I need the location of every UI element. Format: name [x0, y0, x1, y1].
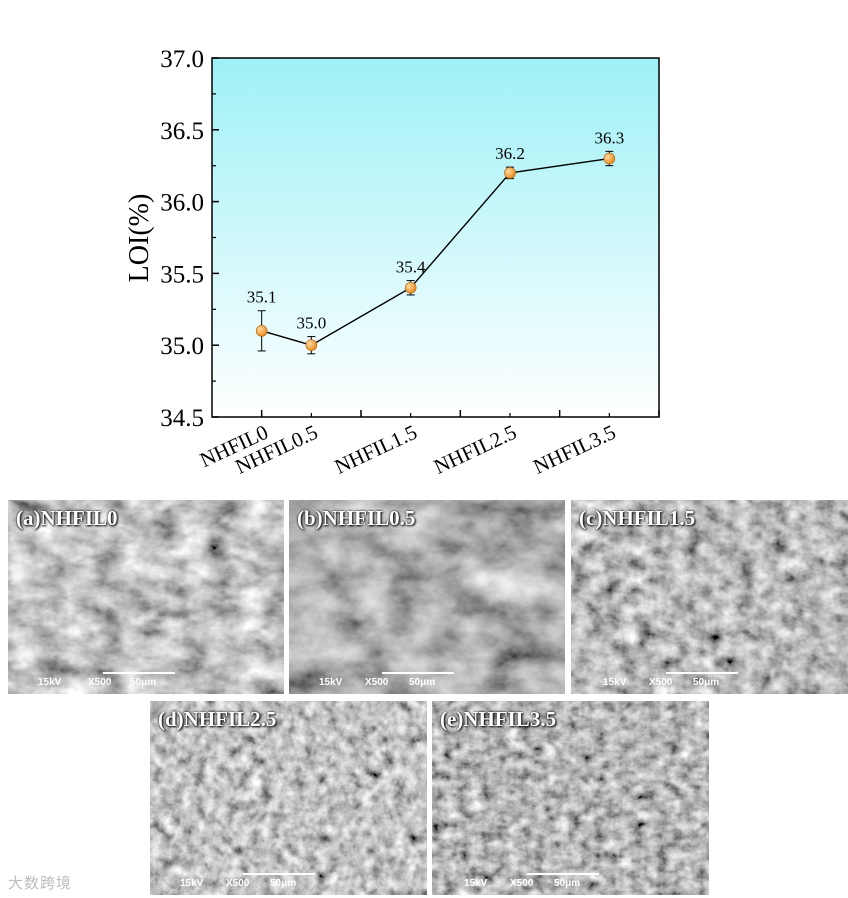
scale-bar — [243, 873, 315, 875]
watermark: 大数跨境 — [8, 874, 73, 892]
y-tick-label: 34.5 — [160, 405, 204, 432]
sem-panel-a: (a)NHFIL0 15kV X500 50μm — [8, 500, 284, 694]
sem-label-a: (a)NHFIL0 — [16, 506, 118, 530]
y-tick-label: 36.5 — [160, 118, 204, 145]
sem-image-e — [432, 701, 709, 895]
sem-voltage: 15kV — [464, 878, 488, 889]
data-point — [255, 325, 268, 337]
sem-info-bar: 15kV X500 50μm — [289, 672, 565, 688]
sem-info-bar: 15kV X500 50μm — [432, 873, 709, 889]
data-label: 36.3 — [594, 128, 624, 147]
sem-voltage: 15kV — [319, 677, 343, 688]
y-tick-label: 35.5 — [160, 261, 204, 288]
scale-bar — [527, 873, 599, 875]
sem-panel-e: (e)NHFIL3.5 15kV X500 50μm — [432, 701, 709, 895]
series-loi: 35.1 35.0 35.4 36.2 36.3 — [247, 128, 624, 355]
sem-scale: 50μm — [130, 677, 157, 688]
y-tick-label: 35.0 — [160, 333, 204, 360]
data-point — [404, 281, 417, 294]
data-label: 35.4 — [396, 258, 426, 277]
sem-label-c: (c)NHFIL1.5 — [579, 506, 696, 530]
data-label: 35.0 — [296, 314, 326, 333]
sem-label-e: (e)NHFIL3.5 — [440, 707, 557, 731]
sem-magnification: X500 — [226, 878, 250, 889]
x-tick-label: NHFIL2.5 — [430, 420, 520, 479]
sem-magnification: X500 — [649, 677, 673, 688]
y-axis-label: LOI(%) — [124, 194, 155, 283]
plot-area — [211, 57, 660, 418]
sem-voltage: 15kV — [603, 677, 627, 688]
data-label: 35.1 — [247, 288, 277, 307]
sem-panel-d: (d)NHFIL2.5 15kV X500 50μm — [150, 701, 427, 895]
data-point — [603, 152, 616, 165]
sem-magnification: X500 — [510, 878, 534, 889]
scale-bar — [103, 672, 175, 674]
data-point — [504, 167, 516, 179]
sem-panel-b: (b)NHFIL0.5 15kV X500 50μm — [289, 500, 565, 694]
y-tick-label: 37.0 — [160, 46, 204, 73]
sem-label-b: (b)NHFIL0.5 — [297, 506, 416, 530]
sem-magnification: X500 — [365, 677, 389, 688]
sem-voltage: 15kV — [38, 677, 62, 688]
sem-image-c — [571, 500, 848, 694]
sem-scale: 50μm — [409, 677, 436, 688]
sem-image-d — [150, 701, 427, 895]
data-label: 36.2 — [495, 144, 525, 163]
sem-panel-c: (c)NHFIL1.5 15kV X500 50μm — [571, 500, 848, 694]
x-tick-label: NHFIL3.5 — [529, 420, 619, 479]
y-axis: 34.5 35.0 35.5 36.0 36.5 37.0 — [160, 46, 219, 432]
sem-label-d: (d)NHFIL2.5 — [158, 707, 277, 731]
data-point — [305, 339, 318, 352]
sem-scale: 50μm — [693, 677, 720, 688]
scale-bar — [666, 672, 738, 674]
y-tick-label: 36.0 — [160, 190, 204, 217]
sem-info-bar: 15kV X500 50μm — [8, 672, 284, 688]
scale-bar — [382, 672, 454, 674]
sem-voltage: 15kV — [180, 878, 204, 889]
sem-image-a — [8, 500, 284, 694]
sem-scale: 50μm — [554, 878, 581, 889]
sem-scale: 50μm — [270, 878, 297, 889]
sem-info-bar: 15kV X500 50μm — [571, 672, 848, 688]
sem-image-b — [289, 500, 565, 694]
sem-info-bar: 15kV X500 50μm — [150, 873, 427, 889]
sem-magnification: X500 — [88, 677, 112, 688]
x-tick-label: NHFIL1.5 — [331, 420, 421, 479]
